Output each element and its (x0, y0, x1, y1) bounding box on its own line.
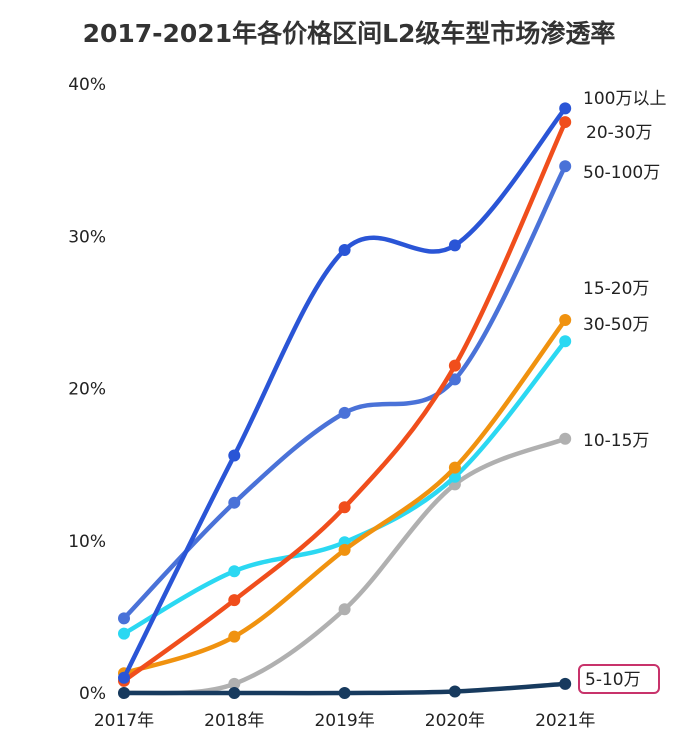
x-tick-label: 2018年 (204, 711, 264, 731)
data-point (559, 432, 572, 445)
y-tick-label: 10% (68, 532, 106, 552)
y-tick-label: 20% (68, 380, 106, 400)
data-point (448, 239, 461, 252)
data-point (338, 501, 351, 514)
data-point (118, 612, 130, 625)
highlight-box (578, 664, 660, 694)
series-line (121, 339, 568, 636)
y-tick-label: 0% (79, 684, 106, 704)
y-tick-label: 40% (68, 75, 106, 95)
data-point (559, 102, 572, 115)
data-point (118, 687, 130, 699)
data-point (118, 627, 130, 640)
data-point (228, 449, 241, 462)
data-point (338, 543, 351, 556)
data-point (338, 687, 351, 699)
series-label: 30-50万 (583, 315, 649, 335)
data-point (559, 160, 572, 173)
data-point (448, 685, 461, 698)
x-tick-label: 2020年 (425, 711, 485, 731)
x-tick-label: 2017年 (94, 711, 154, 731)
data-point (448, 373, 461, 386)
data-point (338, 603, 351, 616)
series-label: 100万以上 (583, 89, 666, 109)
series-line (121, 119, 568, 684)
data-point (118, 671, 130, 684)
data-point (448, 359, 461, 372)
x-tick-label: 2019年 (314, 711, 374, 731)
series-label: 10-15万 (583, 431, 649, 451)
data-point (559, 313, 572, 326)
series-label: 15-20万 (583, 279, 649, 299)
series-line (121, 317, 568, 676)
data-point (448, 461, 461, 474)
data-point (338, 243, 351, 256)
data-point (559, 335, 572, 348)
data-point (338, 406, 351, 419)
data-point (228, 677, 241, 690)
series-label: 50-100万 (583, 163, 660, 183)
y-tick-label: 30% (68, 227, 106, 247)
data-point (228, 496, 241, 509)
data-point (559, 677, 572, 690)
series-label: 20-30万 (586, 123, 652, 143)
series-line (121, 106, 568, 681)
series-label: 5-10万 (585, 670, 641, 690)
x-tick-label: 2021年 (535, 711, 595, 731)
data-point (228, 687, 241, 699)
data-point (228, 594, 241, 607)
data-point (559, 116, 572, 129)
data-point (228, 630, 241, 643)
chart-title: 2017-2021年各价格区间L2级车型市场渗透率 (82, 19, 616, 48)
data-point (228, 565, 241, 578)
